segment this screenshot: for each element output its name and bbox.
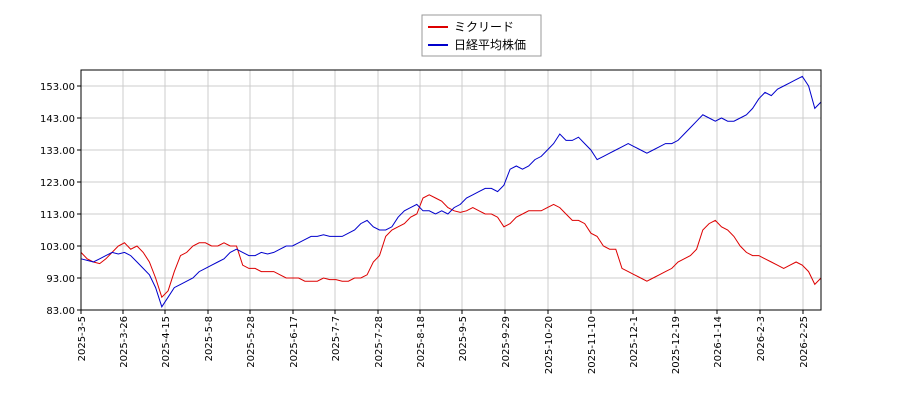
y-tick-label: 83.00 [46,306,75,317]
y-tick-label: 113.00 [40,210,75,221]
series-line-nikkei [80,75,822,308]
x-tick-label: 2025-9-5 [458,316,469,361]
x-tick-label: 2025-12-19 [671,316,682,374]
y-tick-label: 153.00 [40,82,75,93]
x-tick-label: 2025-12-1 [629,316,640,368]
x-tick-label: 2025-5-28 [246,316,257,368]
x-tick-label: 2025-8-18 [416,316,427,368]
y-tick-label: 133.00 [40,146,75,157]
x-tick-label: 2025-7-7 [331,316,342,361]
x-tick-label: 2026-1-14 [713,316,724,368]
x-tick-label: 2025-3-5 [77,316,88,361]
x-tick-label: 2026-2-3 [756,316,767,361]
series-lines [80,75,822,308]
y-tick-label: 143.00 [40,114,75,125]
x-axis: 2025-3-5 2025-3-26 2025-4-15 2025-5-8 2025-5… [77,310,810,374]
x-tick-label: 2025-9-29 [501,316,512,368]
x-tick-label: 2025-7-28 [374,316,385,368]
legend-label: 日経平均株価 [454,37,526,52]
y-tick-label: 103.00 [40,242,75,253]
legend-label: ミクリード [454,20,514,34]
legend-box [421,14,542,57]
x-tick-label: 2025-11-10 [587,316,598,374]
series-line-mikuri-do [80,194,822,299]
x-tick-label: 2025-10-20 [544,316,555,374]
y-tick-label: 123.00 [40,178,75,189]
y-axis: 83.00 93.00 103.00 113.00 123.00 133.00 143.00… [40,82,81,317]
x-tick-label: 2025-6-17 [289,316,300,368]
x-tick-label: 2025-3-26 [119,316,130,368]
y-tick-label: 93.00 [46,274,75,285]
plot-frame [80,69,822,311]
x-tick-label: 2025-4-15 [161,316,172,368]
x-tick-label: 2026-2-25 [799,316,810,368]
x-tick-label: 2025-5-8 [204,316,215,361]
